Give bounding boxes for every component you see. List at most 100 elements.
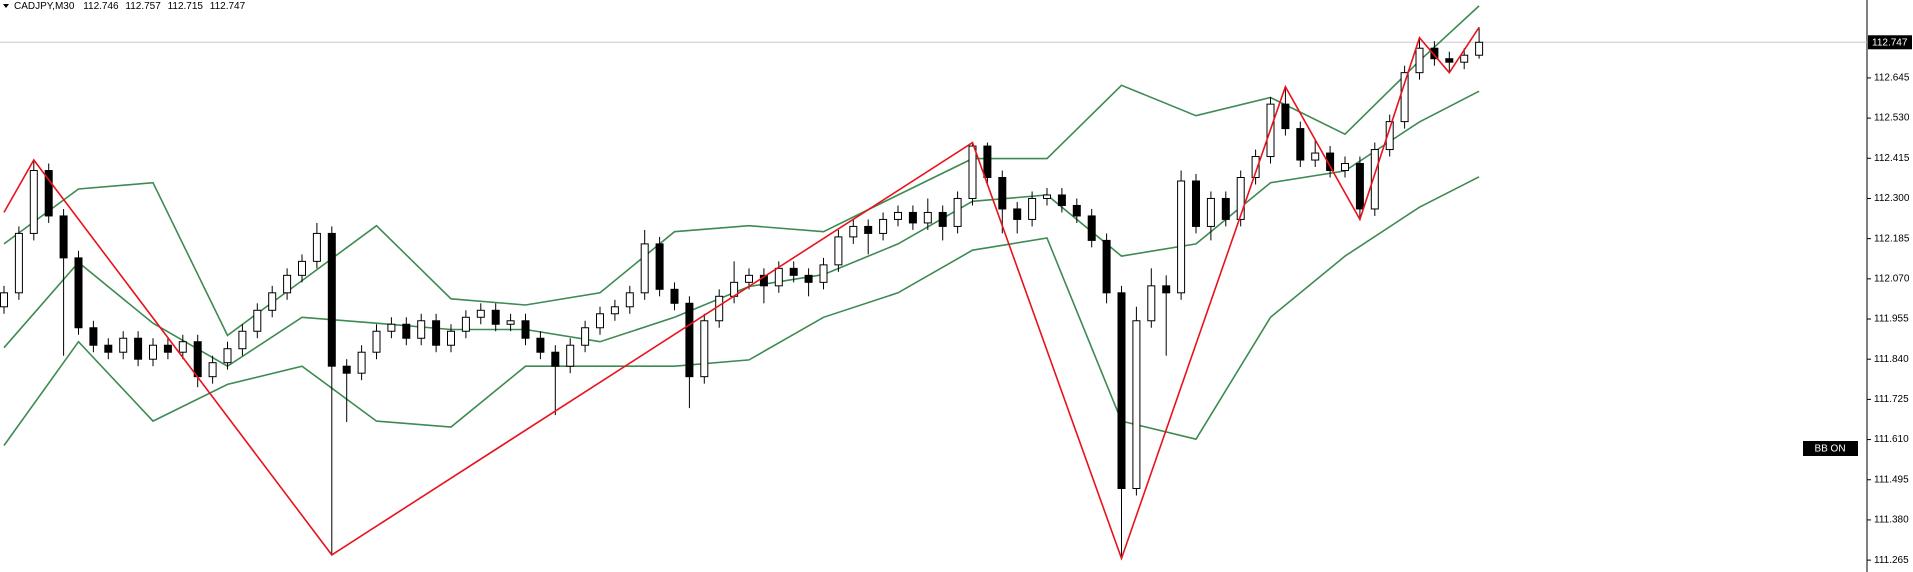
candle-body — [387, 323, 396, 332]
candle-body — [1296, 128, 1305, 161]
symbol: CADJPY,M30 — [14, 1, 75, 12]
candle-body — [610, 306, 619, 315]
candle-body — [89, 327, 98, 346]
ohlc-open: 112.746 — [83, 1, 119, 12]
candle-body — [759, 274, 768, 287]
ohlc-low: 112.715 — [168, 1, 204, 12]
ohlc-high: 112.757 — [125, 1, 161, 12]
candle-body — [149, 344, 157, 360]
candle-body — [685, 302, 694, 378]
menu-arrow[interactable] — [3, 4, 9, 8]
candle-body — [1028, 197, 1037, 220]
candle-body — [908, 211, 917, 224]
candle-body — [119, 337, 128, 353]
candle-body — [14, 232, 23, 294]
y-tick-label: 111.380 — [1874, 515, 1909, 526]
candle-body — [953, 197, 962, 227]
y-tick-label: 112.645 — [1874, 73, 1910, 84]
indicator-box — [1803, 441, 1858, 456]
candle-body — [819, 264, 828, 283]
candle-body — [1102, 239, 1111, 294]
current-price-box — [1868, 35, 1912, 50]
candle-body — [670, 288, 679, 304]
candle-body — [223, 348, 232, 364]
candle-body — [417, 320, 426, 339]
candle-body — [1400, 72, 1409, 123]
candle-body — [1013, 208, 1022, 220]
candle-body — [536, 337, 545, 353]
zigzag — [3, 26, 1480, 561]
y-tick-label: 111.610 — [1874, 434, 1909, 445]
candle-body — [983, 145, 992, 179]
candle-body — [938, 211, 947, 227]
candle-body — [163, 344, 172, 353]
candle-body — [74, 257, 83, 329]
candle-body — [804, 274, 813, 283]
candle-body — [581, 327, 590, 346]
candle-body — [998, 177, 1007, 210]
candle-body — [655, 243, 664, 290]
y-tick-label: 112.300 — [1874, 193, 1910, 204]
candle-body — [1251, 156, 1260, 179]
candle-body — [327, 232, 336, 367]
candle-body — [1132, 320, 1141, 489]
current-price-label: 112.747 — [1872, 37, 1908, 48]
candle-body — [1326, 152, 1335, 172]
candle-body — [178, 341, 187, 353]
candle-body — [566, 344, 575, 367]
candle-body — [1206, 197, 1215, 227]
ohlc-close: 112.747 — [210, 1, 246, 12]
y-tick-label: 111.725 — [1874, 394, 1909, 405]
candle-body — [1341, 163, 1349, 172]
candle-body — [491, 309, 500, 325]
candle-body — [596, 313, 604, 329]
candle-body — [640, 243, 649, 294]
candle-body — [44, 170, 53, 217]
candle-body — [59, 215, 68, 259]
candle-body — [268, 292, 277, 311]
candle-body — [715, 295, 724, 322]
candle-body — [506, 320, 515, 325]
candle-body — [1221, 197, 1230, 220]
candle-body — [238, 330, 247, 350]
candle-body — [1147, 285, 1156, 322]
y-tick-label: 112.185 — [1874, 233, 1910, 244]
candle-body — [834, 236, 843, 266]
candle-body — [551, 351, 560, 367]
candle-body — [1475, 41, 1484, 56]
candle-body — [745, 274, 753, 283]
chart-header: CADJPY,M30 112.746 112.757 112.715 112.7… — [14, 1, 246, 12]
candle-body — [879, 218, 888, 234]
candle-body — [1311, 152, 1320, 161]
candle-body — [1460, 54, 1469, 63]
y-tick-label: 112.070 — [1874, 273, 1910, 284]
candle-body — [312, 232, 321, 262]
candle-body — [700, 320, 709, 378]
candle-body — [1385, 121, 1394, 151]
candle-body — [894, 211, 902, 220]
candle-body — [968, 145, 977, 199]
candle-body — [1370, 149, 1379, 210]
bollinger-band — [3, 176, 1480, 446]
candle-body — [1043, 194, 1051, 199]
candle-body — [1445, 58, 1454, 63]
y-tick-label: 111.955 — [1874, 314, 1909, 325]
candle-body — [849, 225, 858, 238]
candle-body — [1177, 180, 1186, 294]
candle-body — [521, 320, 530, 339]
candle-body — [1162, 285, 1171, 294]
candle-body — [1072, 204, 1081, 217]
y-tick-label: 111.840 — [1874, 354, 1909, 365]
candle-body — [357, 351, 366, 374]
candle-body — [1281, 103, 1290, 130]
candle-body — [134, 337, 143, 360]
candle-body — [774, 267, 783, 287]
y-tick-label: 112.530 — [1874, 113, 1910, 124]
candle-body — [29, 170, 38, 234]
candle-body — [193, 341, 202, 378]
candle-body — [342, 365, 351, 374]
candle-body — [1415, 47, 1424, 74]
candle-body — [0, 292, 8, 308]
